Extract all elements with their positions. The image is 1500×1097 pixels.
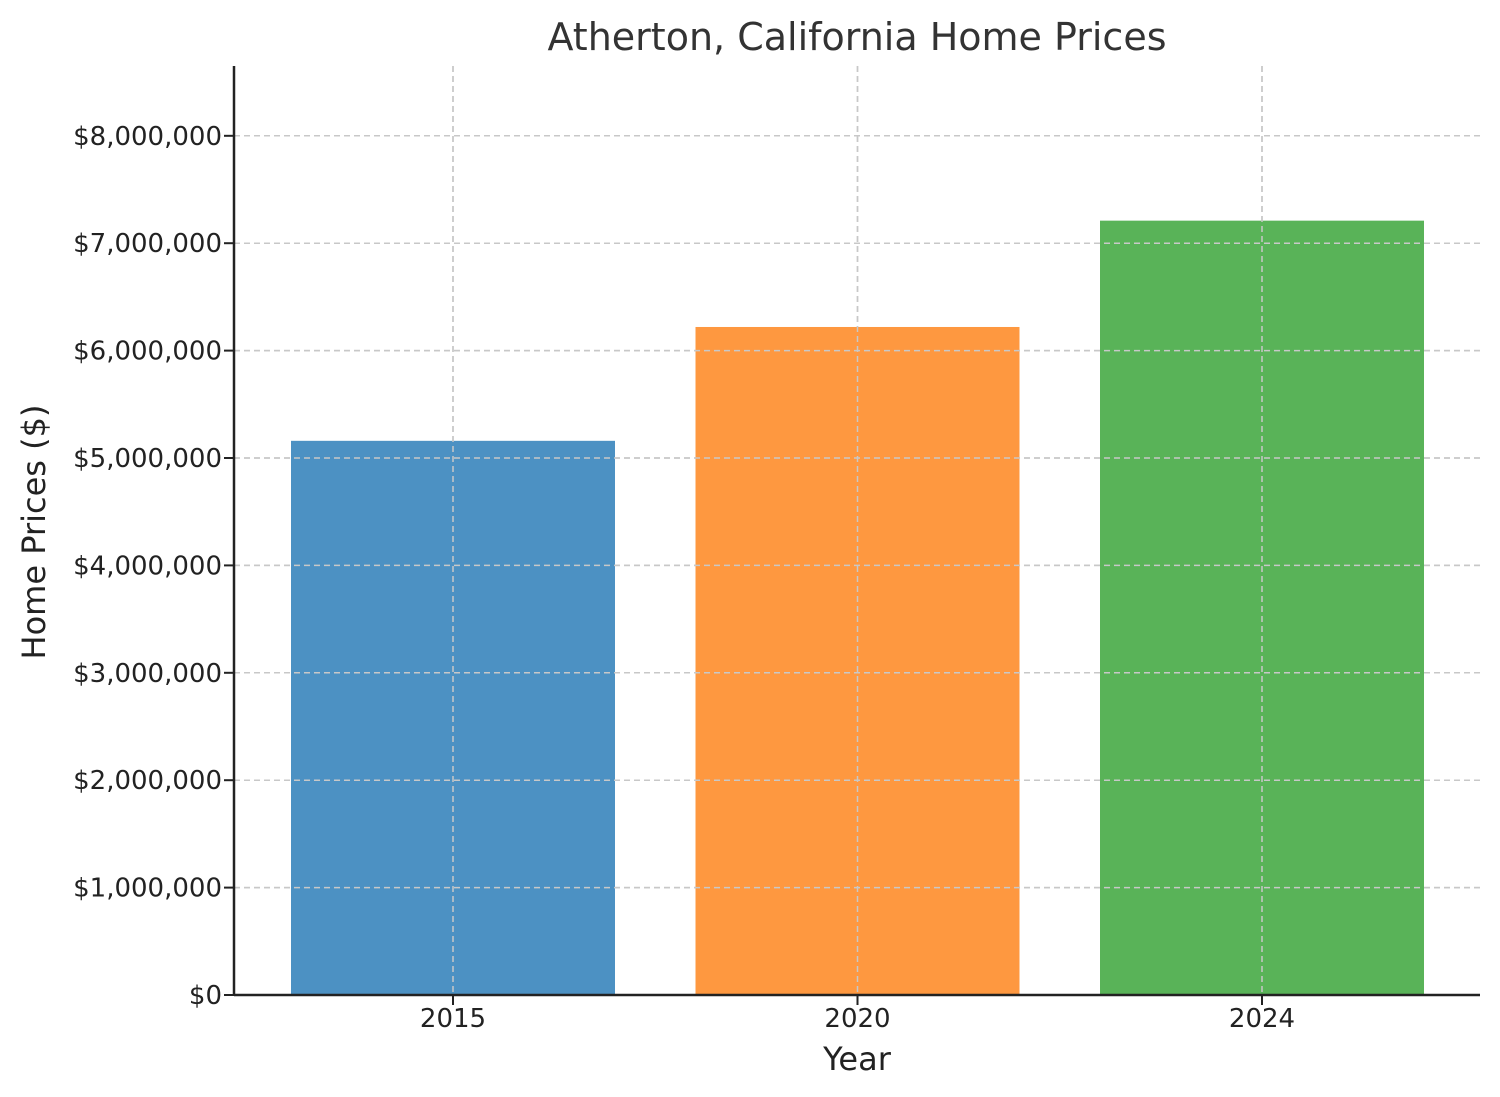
- x-tick-label: 2024: [1229, 1004, 1295, 1034]
- bars-layer: [234, 66, 1480, 995]
- y-tick-label: $3,000,000: [73, 659, 222, 689]
- x-tick-label: 2015: [420, 1004, 486, 1034]
- ticks-layer: $0 $1,000,000 $2,000,000 $3,000,000 $4,000,0…: [73, 122, 1295, 1034]
- x-tick-label: 2020: [824, 1004, 890, 1034]
- y-tick-label: $0: [189, 981, 222, 1011]
- y-tick-label: $1,000,000: [73, 874, 222, 904]
- y-tick-label: $7,000,000: [73, 229, 222, 259]
- chart-title: Atherton, California Home Prices: [547, 15, 1166, 59]
- y-tick-label: $2,000,000: [73, 766, 222, 796]
- y-tick-label: $8,000,000: [73, 122, 222, 152]
- x-axis-label: Year: [822, 1040, 892, 1078]
- y-tick-label: $5,000,000: [73, 444, 222, 474]
- y-axis-label: Home Prices ($): [15, 405, 53, 660]
- y-tick-label: $4,000,000: [73, 551, 222, 581]
- y-tick-label: $6,000,000: [73, 337, 222, 367]
